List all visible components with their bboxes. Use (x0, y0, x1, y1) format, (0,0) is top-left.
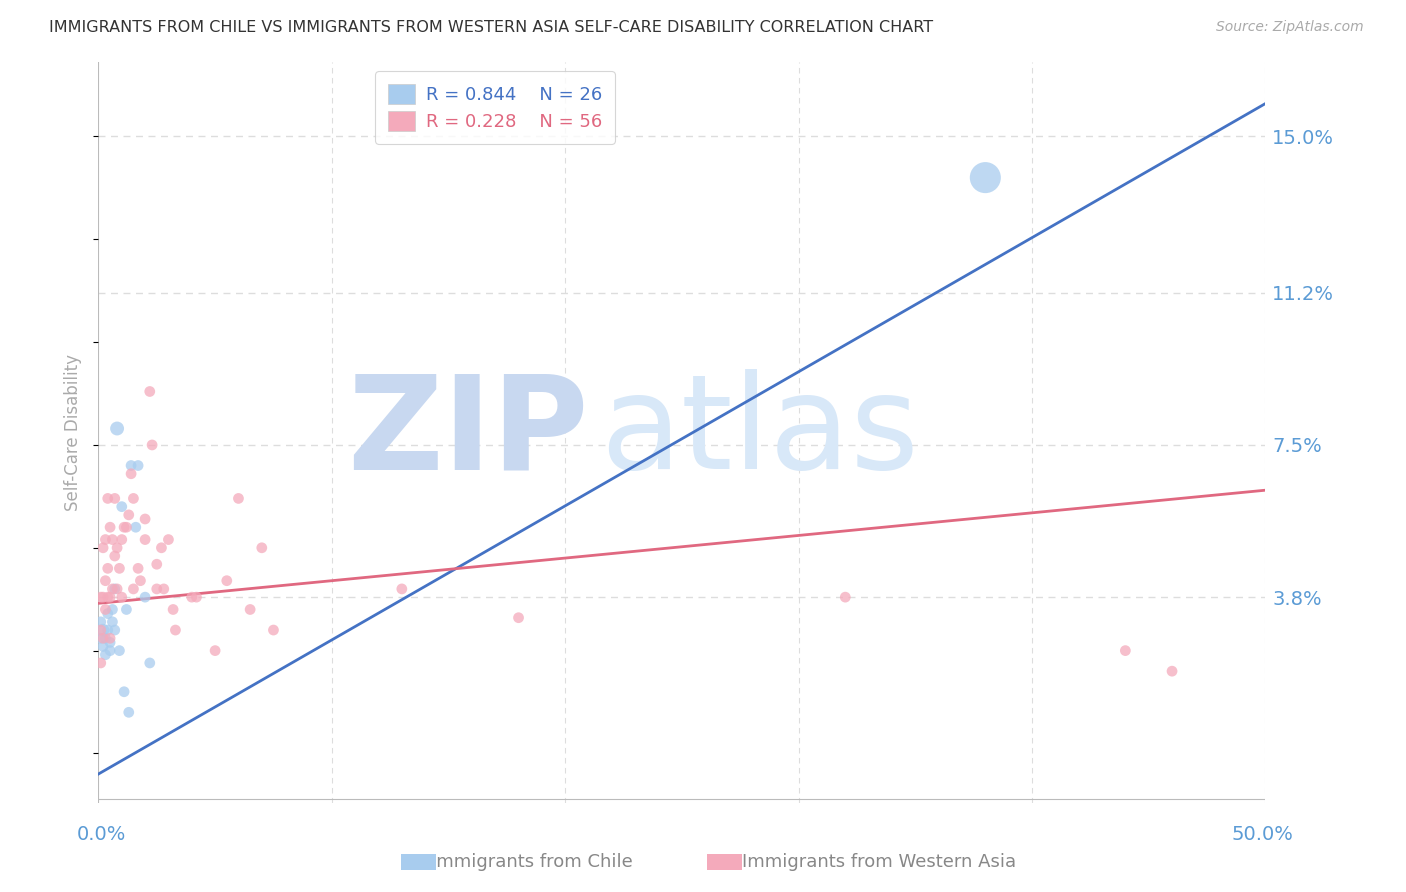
Point (90, 590, 112, 604)
Point (186, 590, 208, 604)
Point (262, 623, 284, 637)
Point (120, 467, 142, 481)
Point (180, 590, 202, 604)
Point (127, 561, 149, 575)
Point (134, 533, 156, 547)
Point (101, 602, 124, 616)
Point (111, 533, 134, 547)
Point (115, 602, 138, 616)
Point (118, 508, 141, 522)
Point (122, 582, 145, 596)
Point (508, 611, 530, 625)
Legend: R = 0.844    N = 26, R = 0.228    N = 56: R = 0.844 N = 26, R = 0.228 N = 56 (375, 71, 614, 144)
Point (118, 706, 141, 720)
Y-axis label: Self-Care Disability: Self-Care Disability (65, 354, 83, 511)
Point (129, 574, 152, 588)
Text: 50.0%: 50.0% (1232, 824, 1294, 844)
Point (90, 615, 112, 629)
Point (101, 582, 124, 596)
Point (90, 632, 112, 646)
Point (112, 520, 135, 534)
Point (139, 384, 162, 399)
Point (125, 520, 148, 534)
Point (94, 648, 117, 662)
Text: atlas: atlas (600, 369, 920, 496)
Point (120, 458, 142, 473)
Point (150, 541, 173, 555)
Point (139, 656, 162, 670)
Point (105, 582, 128, 596)
Point (91, 623, 114, 637)
Point (204, 643, 226, 657)
Point (94, 574, 117, 588)
Point (98, 632, 121, 646)
Point (94, 632, 117, 646)
Point (105, 421, 128, 435)
Point (152, 582, 174, 596)
Point (250, 541, 273, 555)
Point (111, 500, 134, 514)
Point (134, 512, 156, 526)
Point (162, 602, 184, 616)
Point (112, 685, 135, 699)
Point (98, 520, 121, 534)
Point (1161, 664, 1184, 678)
Point (141, 438, 163, 452)
Point (104, 582, 127, 596)
Point (157, 533, 180, 547)
Point (90, 656, 112, 670)
Point (146, 558, 169, 572)
Text: Immigrants from Chile: Immigrants from Chile (430, 853, 633, 871)
Point (1114, 643, 1136, 657)
Point (98, 643, 121, 657)
Point (215, 574, 238, 588)
Point (146, 582, 169, 596)
Point (111, 590, 134, 604)
Point (101, 615, 124, 629)
Point (834, 590, 856, 604)
Point (122, 491, 145, 506)
Point (104, 623, 127, 637)
Point (94, 602, 117, 616)
Text: ZIP: ZIP (347, 369, 589, 496)
Point (115, 520, 138, 534)
Point (104, 549, 127, 563)
Point (94, 533, 117, 547)
Point (97, 561, 120, 575)
Text: 0.0%: 0.0% (76, 824, 127, 844)
Point (91, 541, 114, 555)
Point (134, 590, 156, 604)
Point (97, 607, 120, 621)
Point (97, 590, 120, 604)
Point (90, 623, 112, 637)
Point (104, 491, 127, 506)
Point (974, 170, 997, 185)
Point (97, 623, 120, 637)
Point (97, 491, 120, 506)
Point (91, 632, 114, 646)
Point (228, 491, 250, 506)
Point (98, 635, 121, 649)
Point (105, 541, 128, 555)
Point (391, 582, 413, 596)
Text: Immigrants from Western Asia: Immigrants from Western Asia (742, 853, 1015, 871)
Point (239, 602, 262, 616)
Point (108, 561, 131, 575)
Point (165, 623, 187, 637)
Point (98, 590, 121, 604)
Point (108, 643, 131, 657)
Text: Source: ZipAtlas.com: Source: ZipAtlas.com (1216, 20, 1364, 34)
Text: IMMIGRANTS FROM CHILE VS IMMIGRANTS FROM WESTERN ASIA SELF-CARE DISABILITY CORRE: IMMIGRANTS FROM CHILE VS IMMIGRANTS FROM… (49, 20, 934, 35)
Point (101, 533, 124, 547)
Point (91, 640, 114, 654)
Point (127, 458, 149, 473)
Point (91, 590, 114, 604)
